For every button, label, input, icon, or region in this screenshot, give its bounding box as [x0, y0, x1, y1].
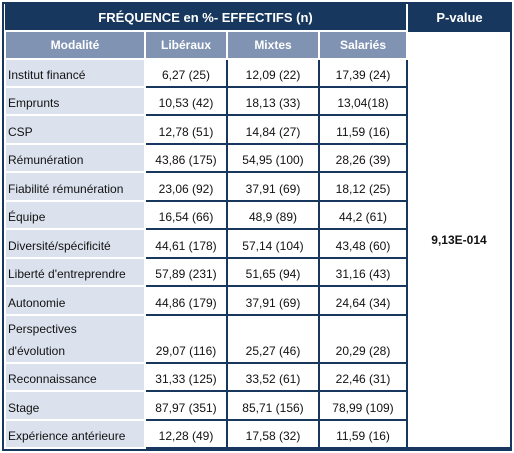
row-label: Diversité/spécificité	[4, 228, 146, 259]
value-mixtes: 25,27 (46)	[226, 314, 320, 364]
table-row: CSP 12,78 (51) 14,84 (27) 11,59 (16)	[4, 114, 511, 145]
column-header-modalite: Modalité	[4, 30, 146, 60]
value-salaries: 11,59 (16)	[318, 419, 408, 449]
value-liberaux: 12,28 (49)	[144, 419, 228, 449]
table-row: Diversité/spécificité 44,61 (178) 57,14 …	[4, 228, 511, 259]
value-salaries: 18,12 (25)	[318, 171, 408, 202]
value-mixtes: 12,09 (22)	[226, 58, 320, 88]
row-label: CSP	[4, 114, 146, 145]
value-liberaux: 87,97 (351)	[144, 390, 228, 421]
column-header-salaries: Salariés	[318, 30, 408, 60]
value-salaries: 28,26 (39)	[318, 143, 408, 173]
value-liberaux: 44,86 (179)	[144, 285, 228, 316]
value-mixtes: 18,13 (33)	[226, 86, 320, 116]
row-label-line: d'évolution	[8, 344, 65, 358]
value-mixtes: 17,58 (32)	[226, 419, 320, 449]
value-mixtes: 54,95 (100)	[226, 143, 320, 173]
value-liberaux: 16,54 (66)	[144, 200, 228, 230]
value-mixtes: 57,14 (104)	[226, 228, 320, 259]
row-label: Autonomie	[4, 285, 146, 316]
table-row: Autonomie 44,86 (179) 37,91 (69) 24,64 (…	[4, 285, 511, 316]
row-label: Perspectives d'évolution	[4, 314, 146, 364]
value-salaries: 17,39 (24)	[318, 58, 408, 88]
value-salaries: 20,29 (28)	[318, 314, 408, 364]
value-salaries: 44,2 (61)	[318, 200, 408, 230]
row-label-line: Perspectives	[8, 322, 77, 336]
pvalue-cell: 9,13E-014	[406, 30, 512, 449]
value-liberaux: 23,06 (92)	[144, 171, 228, 202]
row-label: Reconnaissance	[4, 362, 146, 392]
value-salaries: 31,16 (43)	[318, 257, 408, 287]
row-label: Rémunération	[4, 143, 146, 173]
table-row: Stage 87,97 (351) 85,71 (156) 78,99 (109…	[4, 390, 511, 421]
table-row: Perspectives d'évolution 29,07 (116) 25,…	[4, 314, 511, 364]
row-label: Équipe	[4, 200, 146, 230]
table-row: Reconnaissance 31,33 (125) 33,52 (61) 22…	[4, 362, 511, 392]
value-liberaux: 10,53 (42)	[144, 86, 228, 116]
frequency-header: FRÉQUENCE en %- EFFECTIFS (n)	[5, 4, 408, 31]
table-row: Institut financé 6,27 (25) 12,09 (22) 17…	[4, 58, 511, 88]
value-salaries: 24,64 (34)	[318, 285, 408, 316]
value-liberaux: 57,89 (231)	[144, 257, 228, 287]
table-row: Liberté d'entreprendre 57,89 (231) 51,65…	[4, 257, 511, 287]
column-header-mixtes: Mixtes	[226, 30, 320, 60]
row-label: Fiabilité rémunération	[4, 171, 146, 202]
value-salaries: 22,46 (31)	[318, 362, 408, 392]
value-mixtes: 37,91 (69)	[226, 285, 320, 316]
value-liberaux: 12,78 (51)	[144, 114, 228, 145]
value-mixtes: 48,9 (89)	[226, 200, 320, 230]
value-mixtes: 85,71 (156)	[226, 390, 320, 421]
value-liberaux: 31,33 (125)	[144, 362, 228, 392]
value-mixtes: 14,84 (27)	[226, 114, 320, 145]
value-salaries: 43,48 (60)	[318, 228, 408, 259]
value-liberaux: 44,61 (178)	[144, 228, 228, 259]
value-salaries: 78,99 (109)	[318, 390, 408, 421]
value-salaries: 13,04(18)	[318, 86, 408, 116]
table-row: Équipe 16,54 (66) 48,9 (89) 44,2 (61)	[4, 200, 511, 230]
frequency-table: FRÉQUENCE en %- EFFECTIFS (n) P-value Mo…	[4, 4, 512, 449]
value-mixtes: 33,52 (61)	[226, 362, 320, 392]
pvalue-header: P-value	[407, 4, 511, 31]
table-row: Fiabilité rémunération 23,06 (92) 37,91 …	[4, 171, 511, 202]
row-label: Expérience antérieure	[4, 419, 146, 449]
table-row: Emprunts 10,53 (42) 18,13 (33) 13,04(18)	[4, 86, 511, 116]
value-liberaux: 6,27 (25)	[144, 58, 228, 88]
table-row: Rémunération 43,86 (175) 54,95 (100) 28,…	[4, 143, 511, 173]
value-liberaux: 29,07 (116)	[144, 314, 228, 364]
row-label: Stage	[4, 390, 146, 421]
row-label: Liberté d'entreprendre	[4, 257, 146, 287]
value-mixtes: 37,91 (69)	[226, 171, 320, 202]
row-label: Institut financé	[4, 58, 146, 88]
value-liberaux: 43,86 (175)	[144, 143, 228, 173]
value-mixtes: 51,65 (94)	[226, 257, 320, 287]
table-row: Expérience antérieure 12,28 (49) 17,58 (…	[4, 419, 511, 449]
value-salaries: 11,59 (16)	[318, 114, 408, 145]
column-header-liberaux: Libéraux	[144, 30, 228, 60]
row-label: Emprunts	[4, 86, 146, 116]
